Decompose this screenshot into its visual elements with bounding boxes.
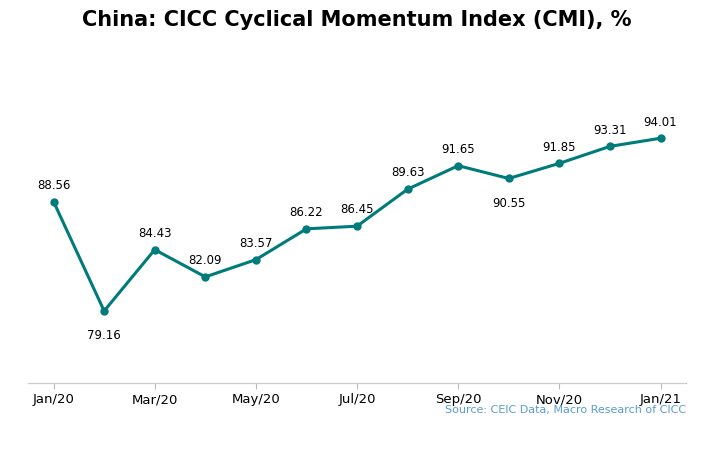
Text: 91.65: 91.65	[441, 143, 475, 156]
Title: China: CICC Cyclical Momentum Index (CMI), %: China: CICC Cyclical Momentum Index (CMI…	[82, 10, 632, 30]
Text: 91.85: 91.85	[542, 140, 576, 154]
Text: 82.09: 82.09	[189, 254, 222, 267]
Text: 90.55: 90.55	[492, 197, 525, 210]
Text: 79.16: 79.16	[87, 329, 121, 342]
Text: 83.57: 83.57	[239, 237, 273, 250]
Text: 93.31: 93.31	[593, 124, 626, 137]
Text: 84.43: 84.43	[138, 227, 172, 240]
Text: 94.01: 94.01	[643, 116, 677, 129]
Text: Source: CEIC Data, Macro Research of CICC: Source: CEIC Data, Macro Research of CIC…	[445, 405, 686, 415]
Text: 89.63: 89.63	[391, 166, 424, 179]
Text: 86.45: 86.45	[340, 203, 374, 217]
Text: 86.22: 86.22	[290, 206, 323, 219]
Text: 88.56: 88.56	[37, 179, 70, 192]
